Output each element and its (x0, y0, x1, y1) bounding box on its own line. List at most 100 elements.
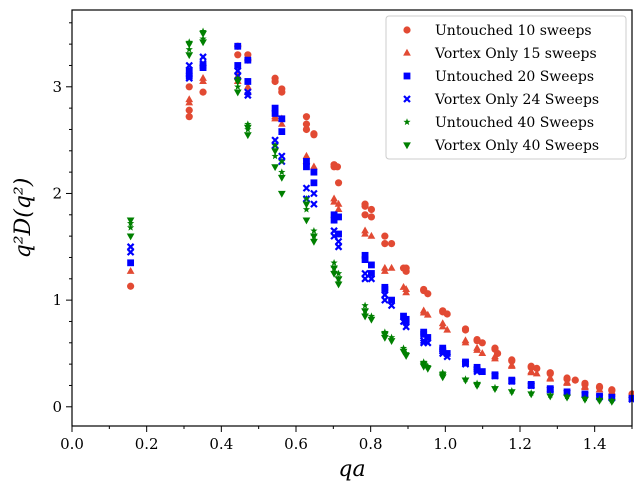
data-point (302, 113, 311, 121)
data-point (581, 396, 589, 404)
data-point (303, 158, 310, 165)
data-point (333, 163, 342, 171)
legend: Untouched 10 sweeps Vortex Only 15 sweeps… (385, 15, 627, 160)
data-point (278, 168, 286, 176)
data-point (277, 174, 286, 182)
data-point (271, 77, 279, 86)
data-point (546, 385, 555, 394)
data-point (310, 227, 318, 234)
data-point (381, 240, 389, 248)
data-point (399, 317, 408, 326)
data-point (334, 243, 343, 251)
x-axis-ticks: 0.0 0.2 0.4 0.6 0.8 1.0 1.2 1.4 (60, 426, 633, 453)
legend-label: Untouched 10 sweeps (435, 23, 592, 39)
data-point (563, 379, 571, 386)
data-point (330, 216, 338, 224)
data-point (199, 30, 207, 38)
data-point (532, 369, 541, 377)
data-point (334, 205, 343, 213)
legend-label: Untouched 20 Sweeps (435, 69, 594, 85)
legend-label: Untouched 40 Sweeps (435, 115, 594, 131)
data-point (278, 88, 286, 96)
data-point (478, 339, 486, 347)
legend-label: Vortex Only 40 Sweeps (434, 138, 599, 154)
data-point (361, 211, 369, 219)
data-point (367, 316, 376, 324)
data-point (367, 231, 376, 239)
data-point (330, 265, 338, 273)
data-point (310, 238, 318, 246)
data-point (233, 67, 242, 75)
data-point (527, 368, 536, 376)
data-point (368, 261, 375, 269)
data-point (310, 233, 318, 241)
data-point (233, 89, 242, 97)
data-point (478, 349, 487, 357)
data-point (419, 336, 428, 345)
data-point (199, 59, 207, 68)
data-point (380, 267, 389, 274)
data-point (185, 98, 194, 106)
data-point (388, 296, 395, 304)
data-point (271, 141, 279, 149)
data-point (126, 248, 135, 256)
data-point (491, 386, 499, 393)
data-point (271, 152, 279, 160)
data-point (234, 62, 242, 69)
data-point (199, 77, 207, 85)
data-point (473, 365, 481, 374)
legend-box (385, 15, 627, 160)
data-point (387, 333, 396, 341)
data-point (402, 323, 410, 331)
data-point (126, 233, 135, 241)
data-point (302, 184, 311, 192)
data-point (571, 376, 579, 384)
x-axis-label: qa (338, 457, 365, 482)
data-point (423, 310, 432, 318)
data-point (533, 364, 541, 372)
data-point (302, 125, 311, 134)
data-point (244, 51, 252, 59)
data-point (508, 377, 516, 385)
data-point (334, 179, 343, 187)
x-tick-label: 0.6 (284, 435, 308, 453)
data-point (302, 205, 311, 213)
data-point (438, 374, 447, 382)
data-point (310, 189, 318, 198)
data-point (234, 51, 242, 59)
data-point (461, 360, 470, 368)
data-point (381, 232, 389, 240)
data-point (402, 267, 410, 275)
data-point (424, 334, 432, 341)
data-point (473, 382, 481, 390)
data-point (234, 83, 242, 90)
data-point (361, 251, 369, 259)
data-point (420, 330, 428, 338)
data-point (424, 339, 432, 347)
data-point (271, 104, 279, 112)
data-point (185, 74, 194, 83)
data-point (185, 67, 193, 75)
data-point (278, 128, 286, 135)
data-point (126, 217, 135, 225)
data-point (310, 131, 318, 139)
data-point (367, 275, 376, 283)
data-point (419, 363, 428, 371)
data-point (234, 42, 242, 50)
data-point (595, 385, 604, 393)
data-point (399, 348, 408, 356)
data-point (361, 229, 369, 237)
data-point (443, 350, 451, 357)
data-point (473, 367, 481, 376)
series-2 (126, 71, 634, 398)
plot-frame (71, 9, 633, 427)
data-point (367, 213, 376, 221)
data-point (303, 163, 310, 171)
data-point (335, 213, 342, 221)
data-point (199, 64, 207, 71)
y-axis-ticks: 0 1 2 3 (52, 22, 72, 416)
y-tick-label: 3 (52, 78, 62, 96)
data-point (278, 157, 286, 165)
data-point (271, 164, 279, 172)
data-point (527, 391, 536, 399)
